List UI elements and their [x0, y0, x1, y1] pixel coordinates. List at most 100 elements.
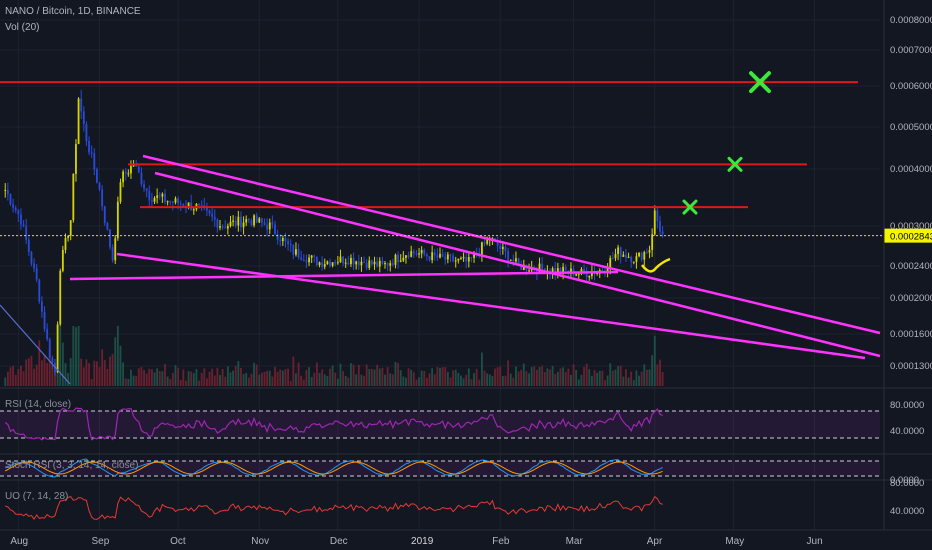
candle-body: [242, 222, 245, 228]
volume-bar: [370, 368, 373, 386]
candle-body: [559, 268, 562, 273]
candle-body: [588, 275, 591, 278]
volume-bar: [399, 370, 402, 386]
candle-body: [27, 239, 30, 252]
candle-body: [205, 207, 208, 211]
volume-bar: [119, 345, 122, 386]
volume-bar: [609, 363, 612, 386]
volume-bar: [551, 366, 554, 386]
candle-body: [226, 225, 229, 229]
candle-body: [470, 257, 473, 259]
volume-bar: [6, 371, 9, 386]
candle-body: [56, 324, 59, 373]
volume-label: Vol (20): [5, 22, 40, 33]
candle-body: [554, 268, 557, 274]
candle-body: [158, 195, 161, 197]
candle-body: [496, 240, 499, 246]
volume-bar: [441, 367, 444, 386]
candle-body: [263, 222, 266, 225]
candle-body: [452, 255, 455, 262]
candle-body: [446, 254, 449, 260]
candle-body: [473, 252, 475, 258]
volume-bar: [164, 363, 166, 386]
candle-body: [577, 273, 580, 275]
volume-bar: [339, 363, 342, 386]
candle-body: [640, 252, 643, 260]
volume-bar: [132, 375, 135, 386]
candle-body: [95, 169, 98, 183]
volume-bar: [25, 359, 28, 386]
candle-body: [240, 216, 242, 228]
volume-bar: [556, 371, 559, 386]
volume-bar: [501, 376, 504, 386]
candle-body: [164, 193, 166, 202]
volume-bar: [292, 356, 295, 386]
candle-body: [114, 238, 117, 261]
volume-bar: [30, 355, 33, 386]
candle-body: [103, 206, 106, 223]
uo-tick-label: 40.0000: [890, 506, 924, 517]
volume-bar: [302, 379, 305, 386]
volume-bar: [604, 380, 606, 386]
volume-bar: [232, 370, 235, 386]
candle-body: [407, 255, 410, 257]
volume-bar: [410, 369, 413, 386]
candle-body: [562, 266, 565, 273]
grid: [0, 0, 880, 530]
volume-bar: [179, 379, 182, 386]
volume-bar: [17, 369, 20, 386]
candle-body: [140, 172, 143, 185]
volume-bar: [386, 367, 389, 386]
volume-bar: [253, 362, 255, 386]
volume-bar: [82, 367, 85, 386]
time-tick-label: 2019: [411, 536, 434, 547]
candle-body: [116, 201, 119, 239]
volume-bar: [77, 326, 80, 386]
volume-bar: [67, 373, 70, 386]
candle-body: [17, 210, 20, 215]
candle-body: [635, 256, 638, 262]
candle-body: [297, 249, 300, 258]
volume-bar: [585, 363, 588, 386]
volume-bar: [297, 362, 300, 386]
volume-bar: [533, 366, 536, 386]
candle-body: [143, 184, 145, 189]
uo-line: [5, 495, 663, 520]
time-tick-label: Dec: [330, 536, 348, 547]
volume-bar: [182, 369, 185, 386]
candle-body: [384, 263, 386, 265]
candle-body: [250, 220, 253, 226]
candle-body: [130, 166, 132, 174]
candle-body: [420, 250, 423, 254]
candle-body: [284, 238, 287, 241]
candle-body: [564, 266, 567, 271]
candle-body: [260, 218, 263, 223]
volume-bar: [473, 373, 475, 386]
volume-bar: [242, 374, 245, 386]
volume-bar: [397, 363, 400, 386]
candle-body: [137, 166, 140, 173]
trendline: [142, 154, 881, 335]
candle-body: [300, 257, 303, 260]
volume-bar: [363, 376, 365, 386]
candle-body: [187, 202, 190, 208]
volume-bar: [444, 367, 447, 386]
volume-bar: [373, 369, 376, 386]
candle-body: [179, 203, 182, 205]
volume-bar: [103, 360, 106, 386]
target-x-mark: [727, 156, 743, 172]
volume-bar: [517, 371, 520, 386]
volume-bar: [457, 372, 460, 386]
candle-body: [4, 189, 7, 191]
candle-body: [418, 253, 420, 255]
candle-body: [433, 252, 436, 256]
volume-bar: [344, 375, 347, 386]
price-tick-label: 0.0006000: [890, 81, 932, 92]
volume-bar: [617, 366, 620, 386]
volume-bar: [412, 372, 415, 386]
price-tick-label: 0.0002000: [890, 293, 932, 304]
volume-bar: [305, 369, 308, 386]
volume-bar: [402, 376, 405, 386]
volume-bar: [543, 372, 546, 386]
